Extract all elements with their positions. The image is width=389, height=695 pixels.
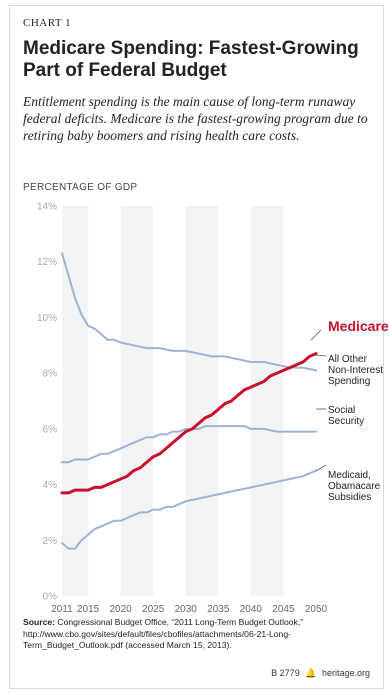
- grid-band: [185, 206, 219, 596]
- y-tick-label: 8%: [43, 369, 58, 380]
- series-annotation: Security: [328, 416, 364, 427]
- series-annotation: Subsidies: [328, 492, 371, 503]
- y-tick-label: 2%: [43, 536, 58, 547]
- series-annotation: Medicare: [328, 318, 389, 334]
- chart-title: Medicare Spending: Fastest-Growing Part …: [23, 38, 359, 81]
- x-tick-label: 2025: [142, 604, 165, 615]
- liberty-bell-icon: 🔔: [305, 668, 317, 678]
- chart-subtitle: Entitlement spending is the main cause o…: [23, 94, 368, 143]
- source-note: Source: Congressional Budget Office, “20…: [23, 617, 373, 652]
- source-text: Congressional Budget Office, “2011 Long-…: [23, 617, 304, 650]
- y-tick-label: 10%: [37, 313, 57, 324]
- series-annotation: Obamacare: [328, 481, 381, 492]
- x-tick-label: 2050: [305, 604, 328, 615]
- y-tick-label: 4%: [43, 480, 58, 491]
- report-id: B 2779: [271, 668, 300, 678]
- x-tick-label: 2035: [207, 604, 230, 615]
- series-line-all-other-non-interest-spending: [61, 252, 317, 372]
- series-annotation: Social: [328, 405, 355, 416]
- annotation-leader: [315, 464, 327, 472]
- series-line-social-security: [61, 425, 317, 464]
- x-tick-label: 2015: [77, 604, 100, 615]
- annotation-leader: [315, 354, 327, 357]
- series-annotation: Non-Interest: [328, 365, 383, 376]
- y-axis-title: PERCENTAGE OF GDP: [23, 182, 138, 193]
- series-annotation: Medicaid,: [328, 470, 371, 481]
- x-tick-label: 2040: [240, 604, 263, 615]
- source-label: Source:: [23, 617, 55, 627]
- x-tick-label: 2045: [272, 604, 295, 615]
- x-tick-label: 2011: [51, 604, 73, 615]
- annotation-leader: [310, 329, 322, 341]
- series-annotation: All Other: [328, 354, 368, 365]
- y-tick-label: 6%: [43, 424, 58, 435]
- grid-band: [120, 206, 154, 596]
- site-name: heritage.org: [321, 668, 370, 678]
- footer: B 2779 🔔 heritage.org: [265, 668, 370, 679]
- x-tick-label: 2030: [175, 604, 198, 615]
- x-tick-label: 2020: [109, 604, 132, 615]
- y-tick-label: 14%: [37, 202, 57, 213]
- y-tick-label: 0%: [43, 592, 58, 603]
- series-annotation: Spending: [328, 376, 370, 387]
- chart-number-label: CHART 1: [23, 17, 72, 29]
- grid-band: [250, 206, 284, 596]
- y-tick-label: 12%: [37, 257, 57, 268]
- series-line-medicaid-obamacare-subsidies: [61, 469, 317, 550]
- series-line-medicare: [60, 352, 318, 495]
